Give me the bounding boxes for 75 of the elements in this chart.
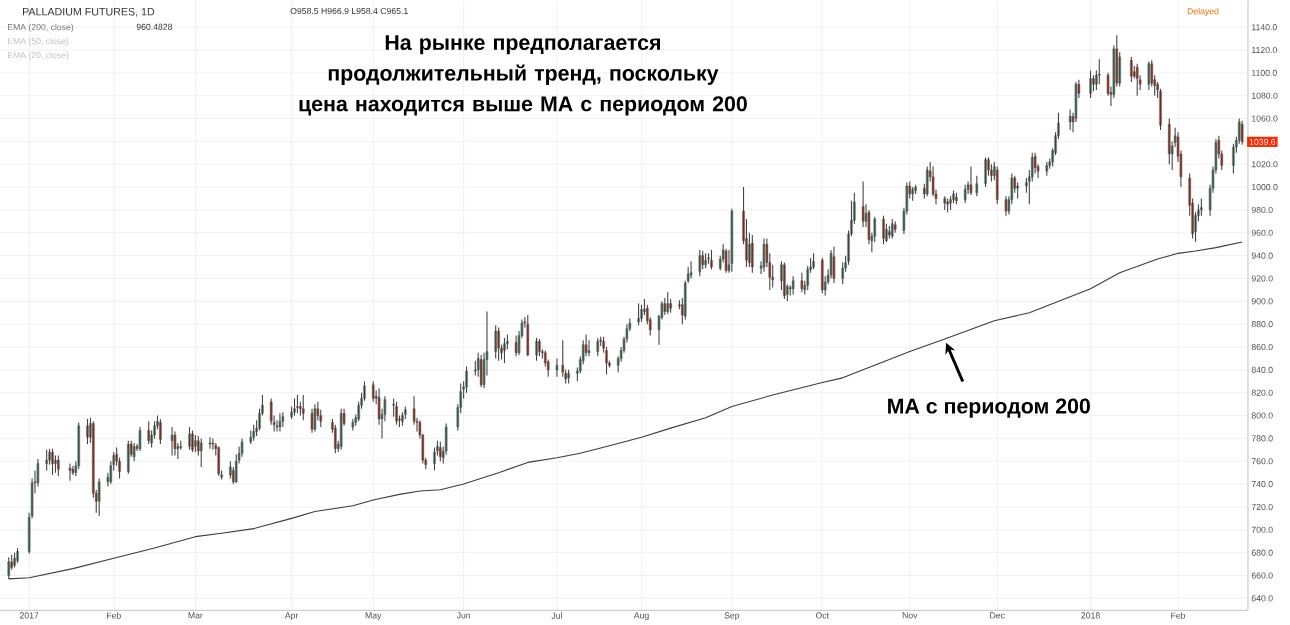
candlestick (567, 369, 570, 385)
candlestick (1045, 161, 1049, 177)
candlestick (526, 314, 530, 357)
y-tick-label: 940.0 (1251, 252, 1273, 259)
y-tick-label: 1120.0 (1252, 46, 1277, 54)
annotation: Delayed (1187, 7, 1219, 16)
x-tick-label: 2017 (19, 612, 39, 619)
annotation: МА с периодом 200 (888, 398, 1090, 418)
candlestick (812, 252, 815, 270)
y-tick-label: 720.0 (1251, 503, 1273, 511)
x-tick-label: Aug (633, 612, 649, 621)
candlestick (1240, 120, 1244, 146)
x-tick-label: Mar (188, 612, 203, 619)
y-tick-label: 780.0 (1251, 435, 1273, 442)
candlestick (1200, 197, 1203, 217)
candlestick (194, 434, 197, 453)
x-tick-label: Oct (815, 612, 829, 619)
candlestick (293, 397, 296, 417)
candlestick (97, 477, 101, 517)
annotation: 1039.6 (1249, 138, 1276, 145)
x-tick-label: Dec (990, 612, 1005, 619)
annotation: O958.5 H966.9 L958.4 C965.1 (290, 7, 408, 15)
y-tick-label: 860.0 (1251, 343, 1273, 351)
candlestick (351, 418, 355, 431)
y-tick-label: 760.0 (1251, 458, 1273, 465)
y-tick-label: 920.0 (1251, 275, 1273, 282)
y-tick-label: 980.0 (1251, 206, 1273, 214)
y-tick-label: 1080.0 (1252, 92, 1278, 99)
y-tick-label: 840.0 (1251, 366, 1273, 373)
y-tick-label: 1100.0 (1252, 69, 1277, 76)
candlestick (893, 220, 897, 234)
candlestick (371, 380, 375, 403)
candlestick (249, 429, 253, 445)
candlestick (281, 411, 285, 428)
annotation: 960.4828 (136, 23, 173, 30)
y-tick-label: 900.0 (1251, 298, 1273, 305)
candlestick (252, 424, 255, 442)
x-tick-label: Feb (106, 612, 121, 619)
candlestick (975, 175, 979, 197)
annotation: На рынке предполагается продолжительный тренд, поскольку цена находится выше МА с периодом 200 (299, 35, 747, 116)
y-tick-label: 660.0 (1251, 572, 1273, 579)
candlestick (45, 449, 48, 471)
x-tick-label: Jun (456, 612, 471, 619)
x-tick-label: 2018 (1081, 612, 1100, 619)
x-tick-label: Apr (284, 612, 299, 621)
y-tick-label: 880.0 (1251, 321, 1273, 328)
candlestick (689, 260, 693, 280)
candlestick (666, 291, 670, 315)
x-tick-label: Sep (724, 612, 740, 621)
y-tick-label: 1020.0 (1252, 161, 1278, 168)
x-tick-label: Jul (551, 612, 562, 619)
annotation: EMA (200, close) (7, 23, 74, 32)
candlestick (555, 357, 559, 378)
y-tick-label: 1060.0 (1252, 115, 1278, 122)
y-tick-label: 820.0 (1251, 389, 1273, 396)
y-tick-label: 640.0 (1251, 595, 1273, 602)
y-tick-label: 680.0 (1251, 549, 1273, 556)
y-tick-label: 800.0 (1251, 412, 1273, 419)
y-tick-label: 700.0 (1251, 526, 1273, 533)
line-series (8, 241, 1243, 580)
y-tick-label: 1000.0 (1252, 184, 1278, 191)
candlestick (57, 455, 60, 477)
candlestick (637, 303, 640, 326)
x-tick-label: Feb (1171, 612, 1186, 619)
y-tick-label: 740.0 (1251, 481, 1273, 488)
x-tick-label: Nov (902, 612, 918, 619)
candlestick (296, 394, 299, 414)
x-tick-label: May (365, 612, 382, 621)
candlestick (707, 252, 710, 265)
text: PALLADIUM FUTURES, 1D (23, 7, 155, 17)
candlestick (963, 184, 967, 204)
candlestick (596, 337, 600, 357)
candlestick (339, 408, 343, 451)
y-tick-label: 960.0 (1251, 229, 1273, 236)
y-tick-label: 1140.0 (1252, 24, 1277, 31)
